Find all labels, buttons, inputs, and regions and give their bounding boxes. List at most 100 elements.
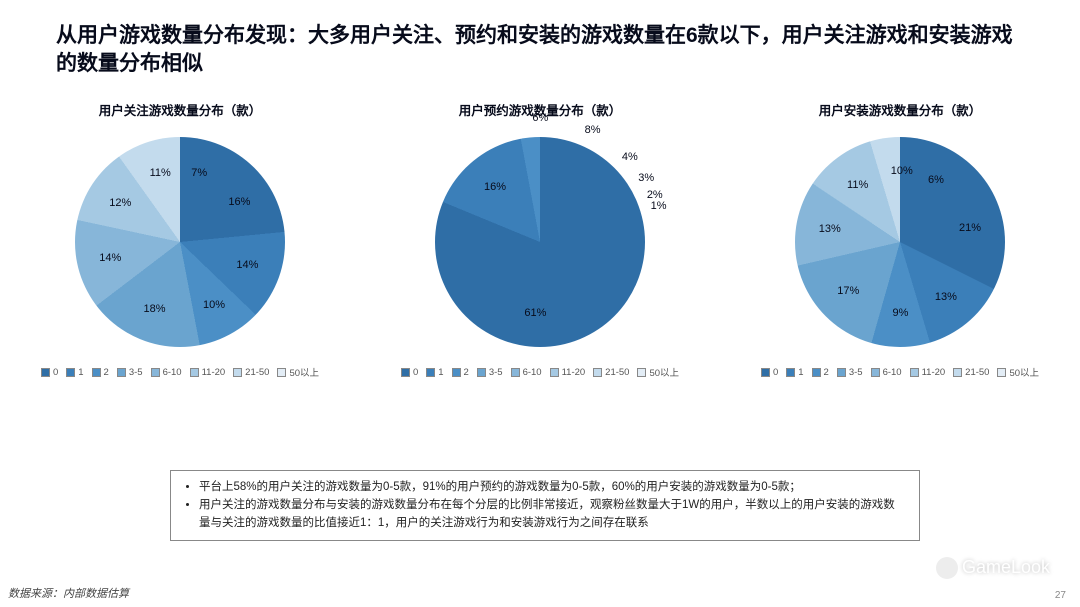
legend-swatch [452, 368, 461, 377]
legend-swatch [953, 368, 962, 377]
slice-label: 6% [532, 112, 548, 124]
legend-swatch [637, 368, 646, 377]
legend-label: 6-10 [163, 367, 182, 378]
legend-item: 6-10 [151, 365, 182, 379]
legend-swatch [910, 368, 919, 377]
slice-label: 8% [585, 124, 601, 136]
chart-title-2: 用户安装游戏数量分布（款） [819, 100, 982, 119]
slice-label: 1% [651, 200, 667, 212]
watermark: GameLook [936, 557, 1050, 579]
slice-label: 18% [143, 303, 165, 315]
legend-item: 11-20 [190, 365, 226, 379]
legend-swatch [41, 368, 50, 377]
chart-block-1: 用户预约游戏数量分布（款） 61%16%6%8%4%3%2%1% 0123-56… [375, 100, 705, 379]
legend-2: 0123-56-1011-2021-5050以上 [745, 365, 1055, 379]
slice-label: 21% [959, 222, 981, 234]
legend-label: 21-50 [245, 367, 269, 378]
legend-label: 50以上 [1009, 365, 1039, 379]
legend-swatch [812, 368, 821, 377]
legend-item: 21-50 [233, 365, 269, 379]
legend-label: 2 [464, 367, 469, 378]
legend-label: 3-5 [849, 367, 863, 378]
notes-list: 平台上58%的用户关注的游戏数量为0-5款，91%的用户预约的游戏数量为0-5款… [199, 479, 905, 532]
slice-label: 10% [891, 165, 913, 177]
legend-label: 6-10 [523, 367, 542, 378]
legend-item: 1 [426, 365, 443, 379]
slice-label: 13% [819, 223, 841, 235]
legend-item: 2 [812, 365, 829, 379]
slice-label: 16% [228, 196, 250, 208]
legend-swatch [871, 368, 880, 377]
legend-swatch [761, 368, 770, 377]
chart-block-2: 用户安装游戏数量分布（款） 21%13%9%17%13%11%10%6% 012… [735, 100, 1065, 379]
legend-label: 3-5 [129, 367, 143, 378]
slice-label: 11% [150, 167, 171, 179]
charts-row: 用户关注游戏数量分布（款） 16%14%10%18%14%12%11%7% 01… [0, 100, 1080, 379]
legend-item: 1 [786, 365, 803, 379]
legend-item: 0 [41, 365, 58, 379]
legend-0: 0 1 2 3-5 6-10 11-20 21-50 50以上 [25, 365, 335, 379]
slice-label: 6% [928, 174, 944, 186]
legend-swatch [550, 368, 559, 377]
legend-label: 1 [798, 367, 803, 378]
legend-label: 11-20 [202, 367, 226, 378]
legend-item: 50以上 [637, 365, 679, 379]
legend-swatch [117, 368, 126, 377]
legend-item: 11-20 [910, 365, 946, 379]
slice-label: 11% [847, 179, 868, 191]
legend-label: 21-50 [605, 367, 629, 378]
legend-swatch [426, 368, 435, 377]
legend-1: 01 2 3-5 6-10 11-20 21-50 50以上 [385, 365, 695, 379]
legend-item: 3-5 [837, 365, 863, 379]
note-item: 用户关注的游戏数量分布与安装的游戏数量分布在每个分层的比例非常接近，观察粉丝数量… [199, 497, 905, 533]
legend-label: 2 [104, 367, 109, 378]
legend-item: 21-50 [593, 365, 629, 379]
legend-item: 6-10 [871, 365, 902, 379]
legend-label: 50以上 [289, 365, 319, 379]
chart-block-0: 用户关注游戏数量分布（款） 16% 14% 10% 18% 14% 12% 11% 7% 0 1… [15, 100, 345, 379]
legend-label: 11-20 [562, 367, 586, 378]
legend-swatch [233, 368, 242, 377]
legend-item: 11-20 [550, 365, 586, 379]
slice-label: 13% [935, 291, 957, 303]
note-item: 平台上58%的用户关注的游戏数量为0-5款，91%的用户预约的游戏数量为0-5款… [199, 479, 905, 497]
slice-label: 9% [893, 307, 909, 319]
legend-item: 3-5 [117, 365, 143, 379]
slice-label: 12% [109, 197, 131, 209]
legend-item: 0 [401, 365, 418, 379]
slice-label: 14% [99, 252, 121, 264]
legend-swatch [151, 368, 160, 377]
slice-label: 10% [203, 299, 225, 311]
legend-label: 0 [53, 367, 58, 378]
pie-disc [75, 137, 285, 347]
legend-item: 2 [92, 365, 109, 379]
slice-label: 4% [622, 151, 638, 163]
legend-item: 50以上 [997, 365, 1039, 379]
legend-item: 21-50 [953, 365, 989, 379]
legend-swatch [511, 368, 520, 377]
slice-label: 3% [638, 172, 654, 184]
wechat-icon [936, 557, 958, 579]
legend-swatch [190, 368, 199, 377]
slice-label: 17% [837, 285, 859, 297]
notes-box: 平台上58%的用户关注的游戏数量为0-5款，91%的用户预约的游戏数量为0-5款… [170, 470, 920, 541]
legend-label: 6-10 [883, 367, 902, 378]
slice-label: 14% [236, 259, 258, 271]
legend-swatch [477, 368, 486, 377]
legend-item: 2 [452, 365, 469, 379]
legend-item: 1 [66, 365, 83, 379]
legend-swatch [277, 368, 286, 377]
slice-label: 7% [191, 167, 207, 179]
page-number: 27 [1055, 590, 1066, 601]
pie-2: 21% 13% 9% 17% 13% 11% 10% 6% [795, 137, 1005, 347]
legend-swatch [997, 368, 1006, 377]
legend-swatch [837, 368, 846, 377]
legend-item: 3-5 [477, 365, 503, 379]
legend-swatch [786, 368, 795, 377]
legend-label: 1 [78, 367, 83, 378]
chart-title-0: 用户关注游戏数量分布（款） [99, 100, 262, 119]
legend-swatch [92, 368, 101, 377]
legend-swatch [401, 368, 410, 377]
legend-label: 11-20 [922, 367, 946, 378]
legend-label: 50以上 [649, 365, 679, 379]
